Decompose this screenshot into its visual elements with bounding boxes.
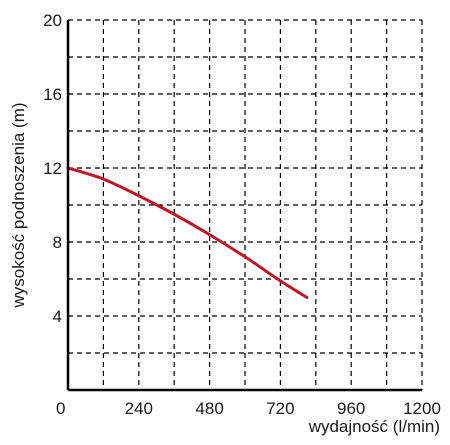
x-tick-labels: 0 240 480 720 960 1200 (56, 399, 441, 418)
x-tick-label: 1200 (403, 399, 441, 418)
x-tick-label: 480 (195, 399, 223, 418)
x-axis-title: wydajność (l/min) (308, 417, 440, 436)
x-tick-label: 720 (266, 399, 294, 418)
y-tick-label: 4 (53, 307, 62, 326)
grid (68, 19, 423, 390)
y-axis-title: wysokość podnoszenia (m) (9, 102, 28, 308)
x-tick-label: 0 (56, 399, 65, 418)
series-line (66, 166, 309, 299)
x-tick-label: 240 (125, 399, 153, 418)
series-layer (66, 166, 309, 299)
x-tick-label: 960 (337, 399, 365, 418)
y-tick-label: 12 (43, 159, 62, 178)
y-tick-label: 8 (53, 233, 62, 252)
y-tick-label: 16 (43, 85, 62, 104)
y-tick-label: 20 (43, 11, 62, 30)
axes (66, 20, 422, 392)
y-tick-labels: 4 8 12 16 20 (43, 11, 62, 326)
